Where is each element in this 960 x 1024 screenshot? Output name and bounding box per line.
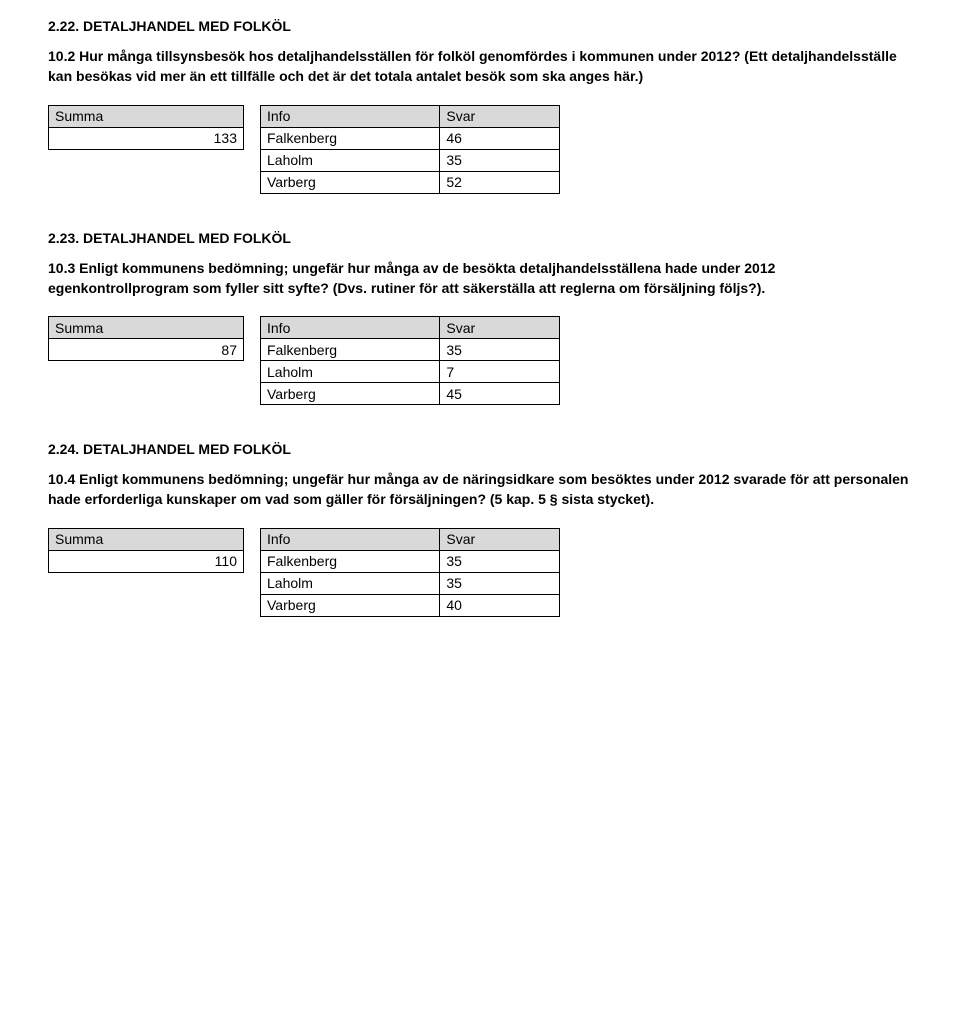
summa-table: Summa 87 (48, 316, 244, 361)
row-value: 35 (440, 149, 560, 171)
section-heading: 2.22. DETALJHANDEL MED FOLKÖL (48, 18, 912, 34)
section-heading: 2.23. DETALJHANDEL MED FOLKÖL (48, 230, 912, 246)
section-question: 10.4 Enligt kommunens bedömning; ungefär… (48, 469, 912, 510)
row-value: 40 (440, 594, 560, 616)
section-question: 10.2 Hur många tillsynsbesök hos detaljh… (48, 46, 912, 87)
table-row: Falkenberg 35 (261, 550, 560, 572)
row-value: 7 (440, 361, 560, 383)
summa-value: 87 (49, 339, 244, 361)
tables-row: Summa 87 Info Svar Falkenberg 35 Laholm … (48, 316, 912, 405)
row-label: Laholm (261, 361, 440, 383)
summa-value: 110 (49, 550, 244, 572)
section-heading: 2.24. DETALJHANDEL MED FOLKÖL (48, 441, 912, 457)
section-2-23: 2.23. DETALJHANDEL MED FOLKÖL 10.3 Enlig… (48, 230, 912, 406)
row-value: 35 (440, 572, 560, 594)
tables-row: Summa 110 Info Svar Falkenberg 35 Laholm… (48, 528, 912, 617)
row-value: 35 (440, 339, 560, 361)
summa-header: Summa (49, 317, 244, 339)
row-value: 46 (440, 127, 560, 149)
row-label: Falkenberg (261, 339, 440, 361)
table-row: Laholm 35 (261, 149, 560, 171)
info-table: Info Svar Falkenberg 35 Laholm 35 Varber… (260, 528, 560, 617)
row-value: 35 (440, 550, 560, 572)
summa-table: Summa 133 (48, 105, 244, 150)
info-header-2: Svar (440, 317, 560, 339)
info-table: Info Svar Falkenberg 35 Laholm 7 Varberg… (260, 316, 560, 405)
row-label: Laholm (261, 149, 440, 171)
section-question: 10.3 Enligt kommunens bedömning; ungefär… (48, 258, 912, 299)
row-label: Varberg (261, 594, 440, 616)
table-row: Falkenberg 35 (261, 339, 560, 361)
row-label: Laholm (261, 572, 440, 594)
row-label: Falkenberg (261, 127, 440, 149)
tables-row: Summa 133 Info Svar Falkenberg 46 Laholm… (48, 105, 912, 194)
summa-table: Summa 110 (48, 528, 244, 573)
info-header-1: Info (261, 105, 440, 127)
table-row: Varberg 40 (261, 594, 560, 616)
info-table: Info Svar Falkenberg 46 Laholm 35 Varber… (260, 105, 560, 194)
row-label: Varberg (261, 171, 440, 193)
table-row: Varberg 45 (261, 383, 560, 405)
section-2-24: 2.24. DETALJHANDEL MED FOLKÖL 10.4 Enlig… (48, 441, 912, 617)
info-header-1: Info (261, 528, 440, 550)
row-label: Falkenberg (261, 550, 440, 572)
summa-value: 133 (49, 127, 244, 149)
table-row: Laholm 7 (261, 361, 560, 383)
info-header-2: Svar (440, 528, 560, 550)
table-row: Varberg 52 (261, 171, 560, 193)
info-header-1: Info (261, 317, 440, 339)
row-value: 52 (440, 171, 560, 193)
summa-header: Summa (49, 528, 244, 550)
row-label: Varberg (261, 383, 440, 405)
row-value: 45 (440, 383, 560, 405)
info-header-2: Svar (440, 105, 560, 127)
table-row: Falkenberg 46 (261, 127, 560, 149)
summa-header: Summa (49, 105, 244, 127)
table-row: Laholm 35 (261, 572, 560, 594)
section-2-22: 2.22. DETALJHANDEL MED FOLKÖL 10.2 Hur m… (48, 18, 912, 194)
